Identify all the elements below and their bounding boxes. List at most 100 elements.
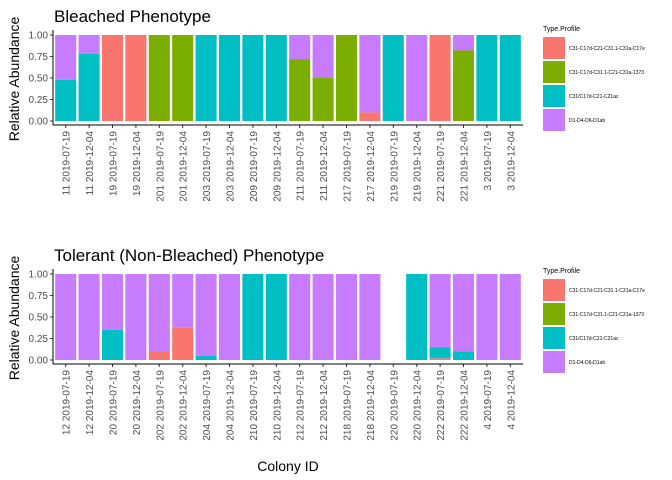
- bleached-x-tick-label: 221 2019-12-04: [460, 131, 471, 202]
- tolerant-legend-label: C31-C17d-C31.1-C21-C31a-1373: [569, 312, 644, 318]
- tolerant-xlabel: Colony ID: [257, 458, 318, 474]
- tolerant-x-tick-label: 220 2019-12-04: [413, 370, 424, 441]
- tolerant-bar-segment: [429, 358, 451, 360]
- tolerant-bar-segment: [429, 274, 451, 348]
- bleached-bar-segment: [265, 35, 287, 121]
- tolerant-legend-label: C31-C17d-C21-C31.1-C31a-C17e: [569, 288, 645, 294]
- bleached-bar-segment: [172, 35, 194, 121]
- tolerant-bar-segment: [55, 274, 77, 360]
- bleached-bar-segment: [289, 59, 311, 121]
- bleached-bar-segment: [452, 35, 475, 51]
- bleached-bar-segment: [406, 35, 428, 121]
- tolerant-bar-segment: [172, 274, 194, 328]
- bleached-x-tick-label: 19 2019-07-19: [109, 131, 120, 196]
- bleached-y-tick-label: 0.50: [29, 74, 49, 85]
- tolerant-bar-segment: [499, 274, 521, 360]
- tolerant-legend-label: C31/C17d-C21-C21ac: [569, 336, 619, 342]
- tolerant-bar-segment: [452, 351, 475, 360]
- tolerant-legend-title: Type.Profile: [543, 268, 580, 275]
- bleached-x-tick-label: 221 2019-07-19: [436, 131, 447, 202]
- tolerant-bar-segment: [172, 327, 194, 360]
- tolerant-x-tick-label: 212 2019-12-04: [319, 370, 330, 441]
- tolerant-bar-segment: [476, 274, 498, 360]
- tolerant-legend-swatch: [543, 303, 565, 325]
- tolerant-bar-segment: [148, 351, 170, 360]
- tolerant-x-tick-label: 4 2019-12-04: [506, 370, 517, 430]
- tolerant-x-tick-label: 12 2019-12-04: [85, 370, 96, 435]
- bleached-legend-title: Type.Profile: [543, 26, 580, 33]
- bleached-bar-segment: [312, 35, 334, 78]
- bleached-bar-segment: [125, 35, 147, 121]
- tolerant-bar-segment: [195, 355, 217, 360]
- bleached-bar-segment: [218, 35, 241, 121]
- tolerant-x-tick-label: 204 2019-12-04: [226, 370, 237, 441]
- bleached-bar-segment: [55, 35, 77, 80]
- bleached-x-tick-label: 19 2019-12-04: [132, 131, 143, 196]
- tolerant-bar-segment: [289, 274, 311, 360]
- bleached-legend-label: D1-D4-D6-D1ab: [569, 118, 605, 124]
- bleached-bar-segment: [452, 50, 475, 122]
- tolerant-y-tick-label: 1.00: [29, 270, 49, 281]
- bleached-x-tick-label: 219 2019-07-19: [389, 131, 400, 202]
- bleached-x-tick-label: 209 2019-12-04: [272, 131, 283, 202]
- tolerant-x-tick-label: 210 2019-12-04: [272, 370, 283, 441]
- bleached-x-tick-label: 203 2019-07-19: [202, 131, 213, 202]
- bleached-bar-segment: [148, 35, 170, 121]
- tolerant-legend-label: D1-D4-D6-D1ab: [569, 360, 605, 366]
- bleached-bar-segment: [312, 78, 334, 121]
- bleached-x-tick-label: 219 2019-12-04: [413, 131, 424, 202]
- tolerant-bar-segment: [359, 274, 381, 360]
- tolerant-bar-segment: [452, 274, 475, 352]
- tolerant-bar-segment: [265, 274, 287, 360]
- bleached-panel: Bleached Phenotype Relative Abundance 11…: [6, 7, 645, 202]
- bleached-bar-segment: [195, 35, 217, 121]
- tolerant-bar-segment: [148, 274, 170, 352]
- tolerant-x-tick-label: 220 2019-07-19: [389, 370, 400, 441]
- bleached-bar-segment: [359, 35, 381, 113]
- tolerant-ylabel: Relative Abundance: [6, 256, 22, 381]
- bleached-x-tick-label: 3 2019-07-19: [483, 131, 494, 191]
- bleached-bars: [55, 35, 521, 122]
- tolerant-x-tick-label: 222 2019-07-19: [436, 370, 447, 441]
- bleached-title: Bleached Phenotype: [54, 7, 211, 26]
- bleached-legend: Type.Profile C31-C17d-C21-C31.1-C31a-C17…: [543, 26, 645, 131]
- bleached-bar-segment: [335, 35, 358, 121]
- bleached-axes: 11 2019-07-19 11 2019-12-04 19 2019-07-19 1…: [29, 30, 523, 202]
- bleached-bar-segment: [242, 35, 264, 121]
- bleached-ylabel: Relative Abundance: [6, 17, 22, 142]
- bleached-bar-segment: [101, 35, 124, 121]
- bleached-x-tick-label: 11 2019-12-04: [85, 131, 96, 196]
- bleached-x-tick-label: 201 2019-07-19: [155, 131, 166, 202]
- tolerant-bar-segment: [335, 274, 358, 360]
- tolerant-bar-segment: [101, 274, 124, 330]
- bleached-bar-segment: [359, 112, 381, 121]
- tolerant-legend-swatch: [543, 351, 565, 373]
- bleached-bar-segment: [289, 35, 311, 60]
- tolerant-bar-segment: [101, 329, 124, 360]
- tolerant-bar-segment: [78, 274, 100, 360]
- tolerant-legend: Type.Profile C31-C17d-C21-C31.1-C31a-C17…: [543, 268, 645, 373]
- tolerant-legend-swatch: [543, 327, 565, 349]
- tolerant-bar-segment: [195, 274, 217, 356]
- bleached-x-tick-label: 211 2019-12-04: [319, 131, 330, 201]
- bleached-x-tick-label: 11 2019-07-19: [62, 131, 73, 196]
- tolerant-y-tick-label: 0.50: [29, 313, 49, 324]
- tolerant-x-tick-label: 202 2019-07-19: [155, 370, 166, 441]
- tolerant-panel: Tolerant (Non-Bleached) Phenotype Relati…: [6, 246, 645, 474]
- bleached-x-tick-label: 217 2019-12-04: [366, 131, 377, 202]
- tolerant-bar-segment: [429, 347, 451, 359]
- bleached-legend-label: C31/C17d-C21-C21ac: [569, 94, 619, 100]
- bleached-y-tick-label: 0.25: [29, 95, 49, 106]
- tolerant-x-tick-label: 20 2019-12-04: [132, 370, 143, 435]
- tolerant-bar-segment: [406, 274, 428, 360]
- bleached-y-tick-label: 1.00: [29, 31, 49, 42]
- bleached-x-tick-label: 201 2019-12-04: [179, 131, 190, 202]
- bleached-legend-swatch: [543, 37, 565, 59]
- bleached-bar-segment: [78, 35, 100, 54]
- tolerant-bars: [55, 274, 521, 360]
- bleached-x-tick-label: 211 2019-07-19: [296, 131, 307, 201]
- tolerant-y-tick-label: 0.75: [29, 291, 49, 302]
- tolerant-x-tick-label: 212 2019-07-19: [296, 370, 307, 441]
- tolerant-x-tick-label: 4 2019-07-19: [483, 370, 494, 430]
